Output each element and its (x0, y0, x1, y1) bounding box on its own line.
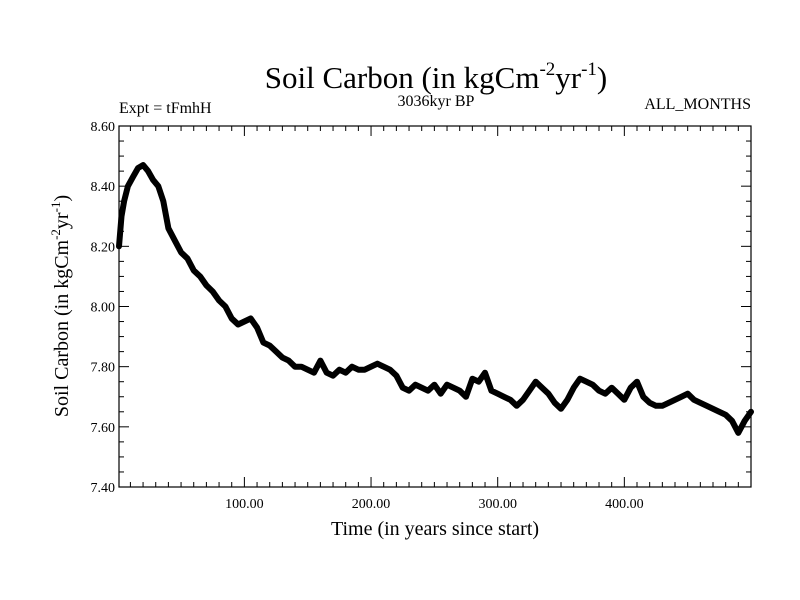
y-tick-label: 7.40 (91, 481, 116, 496)
title-mid: yr (555, 60, 582, 95)
title-end: ) (597, 60, 607, 95)
months-label: ALL_MONTHS (644, 96, 751, 113)
title-sup1: -2 (539, 59, 555, 80)
y-tick-label: 8.00 (91, 301, 116, 316)
series-line-soil-carbon (116, 162, 754, 436)
ylabel-sup2: -1 (48, 202, 63, 213)
y-tick-label: 7.80 (91, 361, 116, 376)
experiment-label: Expt = tFmhH (119, 100, 212, 117)
plot-frame (118, 125, 752, 488)
x-tick-label: 200.00 (352, 497, 391, 512)
period-label: 3036kyr BP (398, 93, 475, 110)
y-tick-label: 8.40 (91, 180, 116, 195)
ylabel-end: ) (51, 195, 73, 202)
y-tick-label: 8.20 (91, 240, 116, 255)
y-tick-label: 7.60 (91, 421, 116, 436)
ylabel-mid: yr (51, 212, 73, 229)
ylabel-sup1: -2 (48, 229, 63, 240)
x-tick-label: 100.00 (225, 497, 264, 512)
y-axis-label: Soil Carbon (in kgCm-2yr-1) (48, 195, 73, 417)
axis-ticks (119, 125, 752, 488)
x-tick-label: 300.00 (478, 497, 517, 512)
y-tick-labels: 7.40 7.60 7.80 8.00 8.20 8.40 8.60 (91, 120, 116, 496)
x-tick-label: 400.00 (605, 497, 644, 512)
ylabel-main: Soil Carbon (in kgCm (51, 239, 73, 417)
title-main: Soil Carbon (in kgCm (265, 60, 540, 95)
chart-title: Soil Carbon (in kgCm-2yr-1) (265, 59, 608, 95)
y-tick-label: 8.60 (91, 120, 116, 135)
x-axis-label: Time (in years since start) (331, 518, 539, 540)
x-tick-labels: 100.00 200.00 300.00 400.00 (225, 497, 643, 512)
title-sup2: -1 (581, 59, 597, 80)
